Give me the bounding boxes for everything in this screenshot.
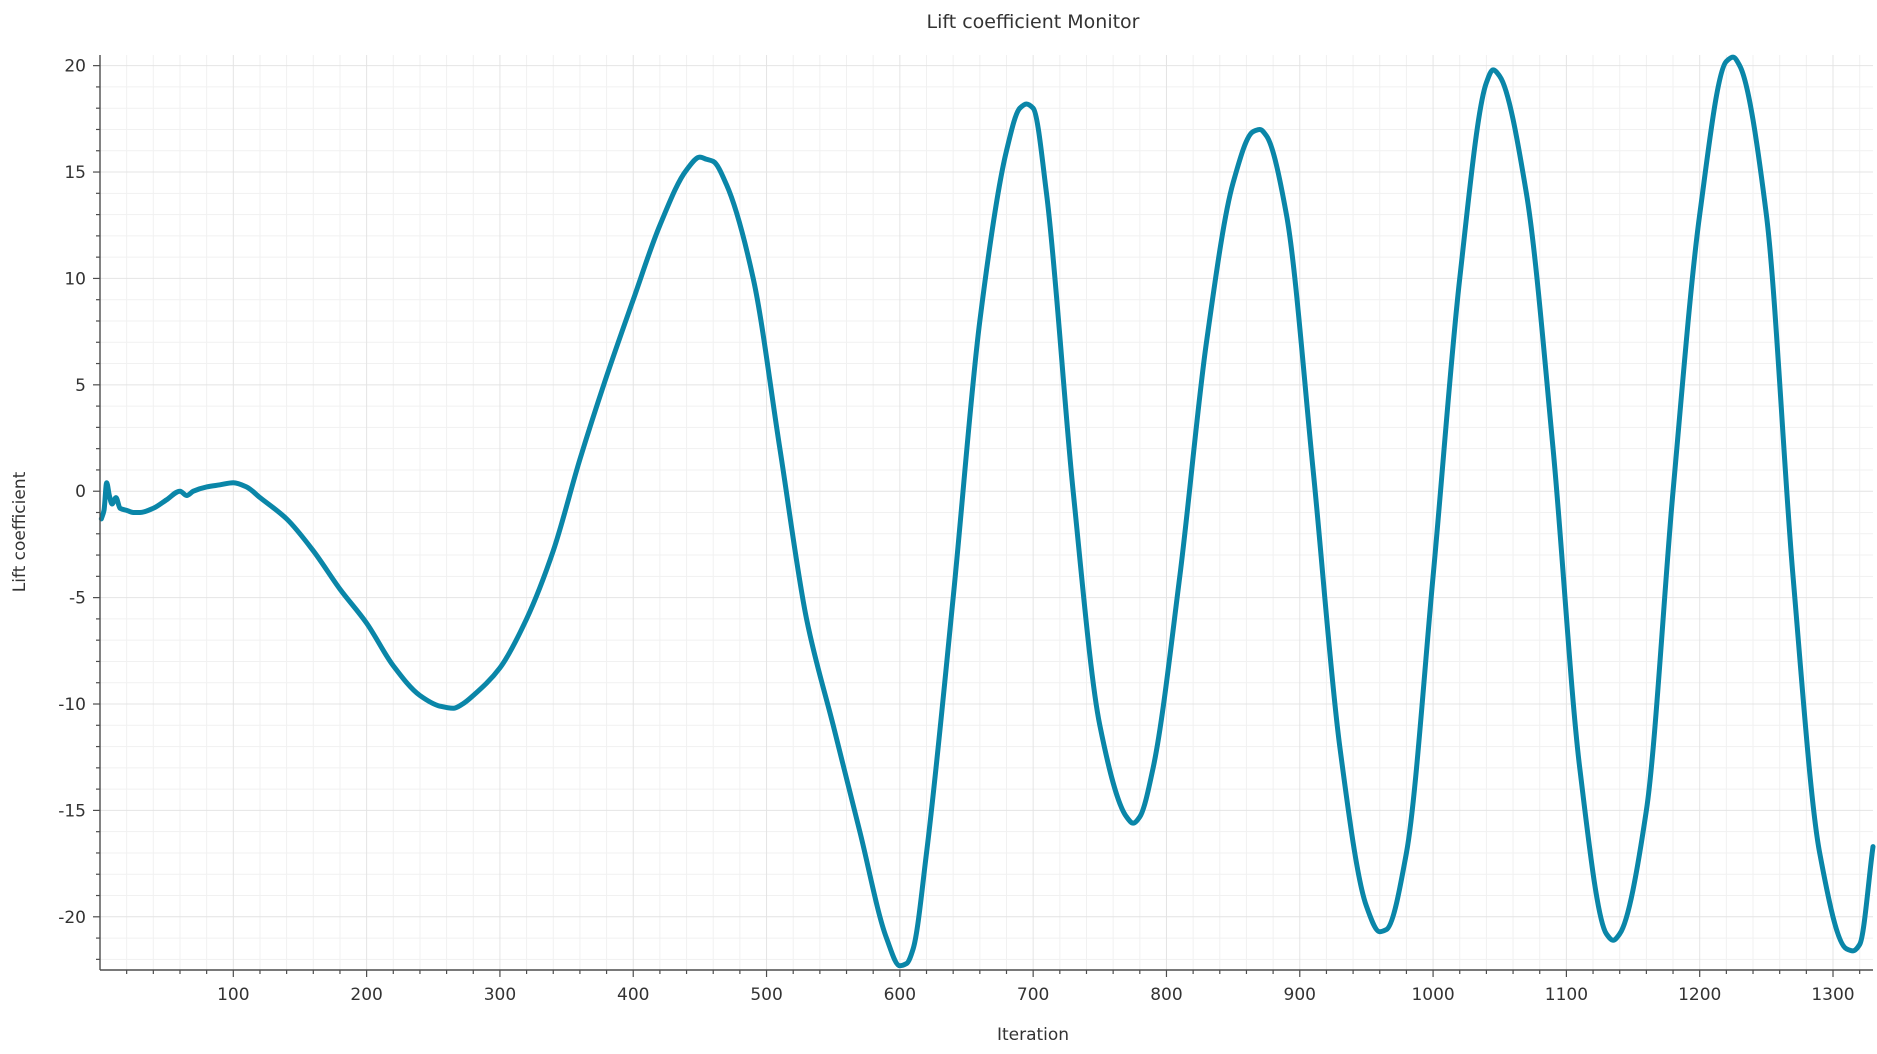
x-tick-label: 200 <box>350 985 382 1005</box>
x-axis-label: Iteration <box>997 1025 1069 1045</box>
x-tick-label: 500 <box>750 985 782 1005</box>
x-tick-label: 1300 <box>1811 985 1854 1005</box>
y-tick-label: 0 <box>75 482 86 502</box>
y-axis-label: Lift coefficient <box>10 471 30 592</box>
x-tick-label: 300 <box>484 985 516 1005</box>
x-tick-label: 100 <box>217 985 249 1005</box>
chart-title: Lift coefficient Monitor <box>926 11 1139 33</box>
y-tick-label: 15 <box>64 163 86 183</box>
x-axis-ticks: 100 200 300 400 500 600 700 800 900 1000 1100 1200 1… <box>126 970 1861 1005</box>
x-tick-label: 600 <box>884 985 916 1005</box>
x-tick-label: 700 <box>1017 985 1049 1005</box>
minor-grid <box>100 55 1873 970</box>
y-tick-label: -5 <box>69 589 86 609</box>
x-tick-label: 400 <box>617 985 649 1005</box>
x-tick-label: 1000 <box>1411 985 1454 1005</box>
y-axis-ticks: -20 -15 -10 -5 0 5 10 15 20 <box>58 57 100 960</box>
y-tick-label: -15 <box>58 801 86 821</box>
y-tick-label: 5 <box>75 376 86 396</box>
y-tick-label: 10 <box>64 269 86 289</box>
x-tick-label: 1100 <box>1545 985 1588 1005</box>
series-line <box>98 54 1876 969</box>
series-layer <box>98 54 1876 969</box>
x-tick-label: 1200 <box>1678 985 1721 1005</box>
x-tick-label: 800 <box>1150 985 1182 1005</box>
y-tick-label: -20 <box>58 908 86 928</box>
y-tick-label: 20 <box>64 57 86 77</box>
major-grid <box>100 55 1873 970</box>
y-tick-label: -10 <box>58 695 86 715</box>
x-tick-label: 900 <box>1284 985 1316 1005</box>
